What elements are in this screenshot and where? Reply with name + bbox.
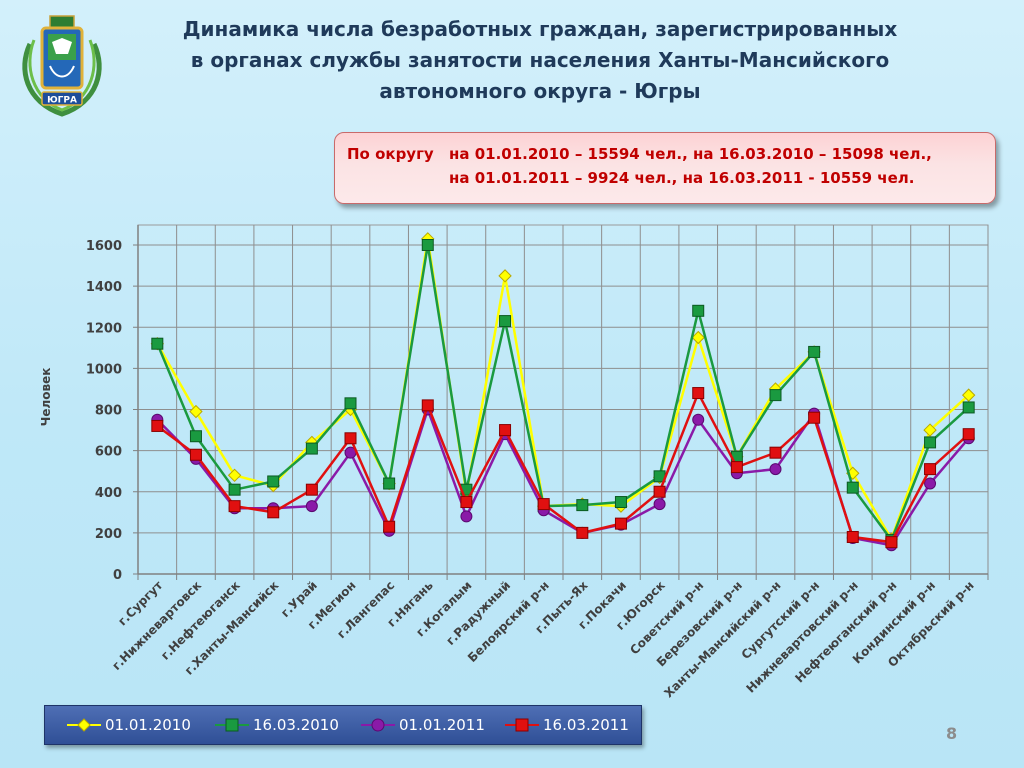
- legend-item-16-03-2011: 16.03.2011: [505, 706, 629, 744]
- data-point: [189, 404, 203, 419]
- data-point: [769, 446, 782, 459]
- data-point: [344, 432, 357, 445]
- data-point: [305, 483, 318, 496]
- legend-label: 16.03.2011: [543, 716, 629, 734]
- y-tick-label: 200: [95, 527, 122, 542]
- summary-label: По округу: [347, 145, 434, 163]
- data-point: [653, 485, 666, 498]
- data-point: [189, 430, 202, 443]
- emblem-icon: ЮГРА: [22, 15, 102, 117]
- data-point: [924, 436, 937, 449]
- data-point: [769, 389, 782, 402]
- legend-label: 16.03.2010: [253, 716, 339, 734]
- data-point: [498, 269, 512, 283]
- legend-item-16-03-2010: 16.03.2010: [215, 706, 339, 744]
- summary-box: По округу на 01.01.2010 – 15594 чел., на…: [334, 132, 996, 204]
- data-point: [885, 536, 898, 549]
- data-point: [923, 423, 937, 437]
- data-point: [614, 517, 627, 530]
- legend-marker-16-03-2010: [215, 718, 249, 732]
- series-line: [156, 391, 970, 544]
- chart-series: [150, 232, 976, 552]
- data-point: [151, 419, 164, 432]
- chart-axes: [133, 225, 989, 580]
- legend-label: 01.01.2011: [399, 716, 485, 734]
- data-point: [808, 411, 821, 424]
- data-point: [537, 498, 550, 511]
- data-point: [692, 387, 705, 400]
- y-tick-label: 1400: [86, 280, 122, 295]
- data-point: [692, 304, 705, 317]
- data-point: [228, 500, 241, 513]
- title-line-2: в органах службы занятости населения Хан…: [190, 48, 890, 72]
- y-tick-label: 600: [95, 445, 122, 460]
- page-number: 8: [946, 724, 958, 743]
- data-point: [305, 500, 318, 513]
- legend-marker-01-01-2011: [361, 718, 395, 732]
- y-tick-label: 800: [95, 404, 122, 419]
- y-tick-label: 0: [113, 568, 122, 583]
- data-point: [151, 337, 164, 350]
- data-point: [228, 483, 241, 496]
- data-point: [846, 481, 859, 494]
- summary-line-1: на 01.01.2010 – 15594 чел., на 16.03.201…: [449, 145, 932, 163]
- data-point: [267, 506, 280, 519]
- y-tick-label: 1200: [86, 321, 122, 336]
- title-line-3: автономного округа - Югры: [379, 79, 701, 103]
- series-line: [156, 243, 970, 542]
- data-point: [421, 239, 434, 251]
- legend-item-01-01-2011: 01.01.2011: [361, 706, 485, 744]
- data-point: [808, 345, 821, 358]
- data-point: [499, 315, 512, 328]
- data-point: [924, 463, 937, 476]
- emblem-text: ЮГРА: [47, 96, 77, 106]
- page-title: Динамика числа безработных граждан, заре…: [140, 14, 940, 107]
- data-point: [962, 401, 975, 414]
- data-point: [305, 442, 318, 455]
- data-point: [692, 413, 705, 426]
- x-tick-labels: г.Сургутг.Нижневартовскг.Нефтеюганскг.Ха…: [109, 578, 976, 700]
- data-point: [769, 463, 782, 476]
- data-point: [499, 424, 512, 437]
- legend-marker-16-03-2011: [505, 718, 539, 732]
- data-point: [189, 448, 202, 461]
- y-tick-label: 400: [95, 486, 122, 501]
- data-point: [846, 530, 859, 543]
- data-point: [691, 330, 705, 345]
- data-point: [383, 520, 396, 533]
- y-axis-label: Человек: [39, 368, 53, 427]
- data-point: [460, 496, 473, 509]
- data-point: [460, 510, 473, 523]
- y-tick-labels: 0 200 400 600 800 1000 1200 1400 1600: [86, 239, 122, 583]
- legend-label: 01.01.2010: [105, 716, 191, 734]
- legend-item-01-01-2010: 01.01.2010: [67, 706, 191, 744]
- data-point: [344, 397, 357, 410]
- series-16.03.2011: [151, 387, 975, 549]
- data-point: [962, 428, 975, 441]
- data-point: [614, 496, 627, 509]
- summary-line-2: на 01.01.2011 – 9924 чел., на 16.03.2011…: [449, 169, 915, 187]
- data-point: [383, 477, 396, 490]
- data-point: [653, 498, 666, 511]
- title-line-1: Динамика числа безработных граждан, заре…: [182, 17, 898, 41]
- data-point: [576, 526, 589, 539]
- chart-legend: 01.01.2010 16.03.2010 01.01.2011 16.03.2…: [44, 705, 642, 745]
- y-tick-label: 1600: [86, 239, 122, 254]
- data-point: [421, 399, 434, 412]
- data-point: [961, 388, 976, 402]
- legend-marker-01-01-2010: [67, 718, 101, 732]
- data-point: [227, 468, 242, 483]
- data-point: [267, 475, 280, 488]
- data-point: [924, 477, 937, 490]
- data-point: [576, 499, 589, 512]
- y-tick-label: 1000: [86, 362, 122, 377]
- data-point: [730, 461, 743, 474]
